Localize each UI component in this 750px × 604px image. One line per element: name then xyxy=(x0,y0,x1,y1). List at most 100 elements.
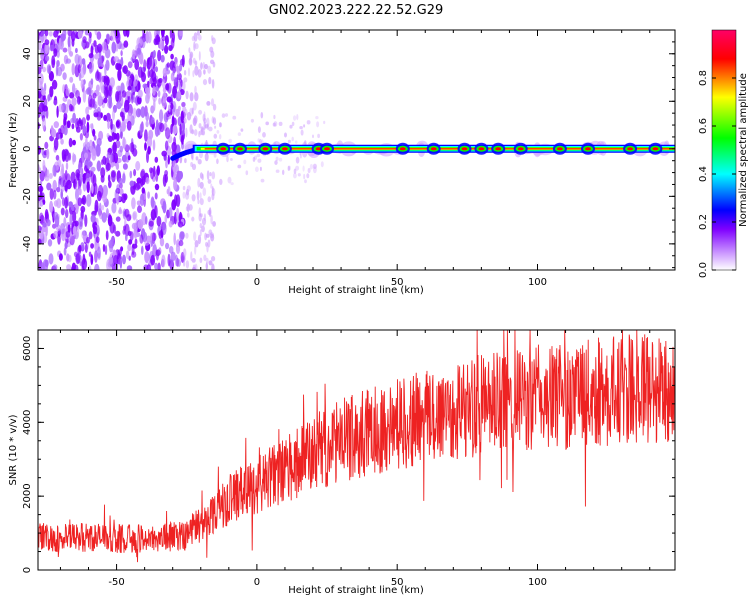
spectrogram-cell xyxy=(205,262,208,270)
spectrogram-cell xyxy=(317,133,320,139)
spectrogram-cell xyxy=(87,94,93,108)
spectrogram-cell xyxy=(148,129,154,140)
spectrogram-cell xyxy=(44,209,49,220)
spectrogram-cell xyxy=(199,223,202,229)
spectrogram-cell xyxy=(169,30,173,39)
spectrogram-cell xyxy=(124,99,130,113)
spectrogram-cell xyxy=(323,120,326,125)
spectrogram-cell xyxy=(143,59,147,72)
spectrogram-cell xyxy=(90,45,94,56)
spectrogram-cell xyxy=(166,62,170,68)
spectrogram-cell xyxy=(156,78,162,87)
spectrogram-cell xyxy=(185,90,189,100)
spectrogram-cell xyxy=(154,192,158,200)
spectrogram-cell xyxy=(136,177,142,184)
spectrogram-cell xyxy=(284,132,287,138)
spectrogram-cell xyxy=(50,125,54,132)
spectrogram-cell xyxy=(196,190,200,201)
spectrogram-cell xyxy=(85,172,91,182)
spectrogram-cell xyxy=(123,193,128,201)
spectrogram-cell xyxy=(150,209,157,221)
spectrogram-cell xyxy=(58,37,62,50)
spectrogram-cell xyxy=(154,183,160,191)
spectrogram-cell xyxy=(312,134,314,139)
spectrogram-cell xyxy=(88,231,93,240)
snr-x-tick-label: 100 xyxy=(528,577,547,588)
spectrogram-x-tick-label: 50 xyxy=(391,277,404,288)
spectrogram-cell xyxy=(152,86,156,96)
spectrogram-cell xyxy=(315,116,319,120)
spectrogram-cell xyxy=(173,76,178,83)
spectrogram-cell xyxy=(111,171,116,183)
spectrogram-cell xyxy=(262,132,266,138)
spectrogram-cell xyxy=(75,253,81,265)
spectrogram-cell xyxy=(197,158,202,165)
spectrogram-cell xyxy=(130,141,135,155)
spectrogram-cell xyxy=(194,263,198,270)
spectrogram-cell xyxy=(53,189,57,200)
spectrogram-cell xyxy=(165,159,168,169)
spectrogram-cell xyxy=(134,59,140,71)
spectrogram-cell xyxy=(161,78,166,89)
spectrogram-cell xyxy=(144,251,150,264)
spectrogram-cell xyxy=(243,159,247,165)
spectrogram-cell xyxy=(108,180,112,189)
spectrogram-cell xyxy=(122,30,128,37)
spectrogram-cell xyxy=(127,61,133,69)
spectrogram-cell xyxy=(47,94,51,102)
spectrogram-cell xyxy=(55,154,60,161)
spectrogram-cell xyxy=(113,152,118,164)
spectrogram-cell xyxy=(96,160,102,172)
spectrogram-cell xyxy=(75,169,81,178)
spectrogram-cell xyxy=(116,85,121,92)
spectrogram-cell xyxy=(97,205,102,218)
snr-y-label: SNR (10 * v/v) xyxy=(8,414,19,485)
colorbar-tick-label: 0.0 xyxy=(698,262,709,278)
spectrogram-cell xyxy=(320,161,324,168)
spectrogram-cell xyxy=(202,79,208,86)
spectrogram-cell xyxy=(175,65,180,73)
spectrogram-cell xyxy=(202,187,207,196)
spectrogram-cell xyxy=(206,101,211,106)
spectrogram-cell xyxy=(302,165,305,172)
spectrogram-cell xyxy=(118,177,123,185)
spectrogram-cell xyxy=(293,172,297,179)
spectrogram-cell xyxy=(40,48,45,57)
spectrogram-cell xyxy=(81,258,88,270)
spectrogram-cell xyxy=(194,92,199,102)
spectrogram-cell xyxy=(219,178,223,185)
spectrogram-cell xyxy=(53,200,59,207)
spectrogram-cell xyxy=(161,254,166,268)
spectrogram-cell xyxy=(126,214,132,222)
spectrogram-cell xyxy=(199,192,202,200)
spectrogram-cell xyxy=(299,126,303,130)
spectrogram-cell xyxy=(144,215,148,225)
signal-node-peak xyxy=(652,147,659,151)
spectrogram-cell xyxy=(46,64,52,74)
spectrogram-cell xyxy=(52,164,57,177)
spectrogram-cell xyxy=(312,163,317,169)
spectrogram-cell xyxy=(171,115,175,127)
spectrogram-cell xyxy=(39,181,43,186)
snr-y-tick-label: 4000 xyxy=(22,410,33,435)
colorbar-ticks: 0.0 0.2 0.4 0.6 0.8 xyxy=(698,70,736,278)
spectrogram-cell xyxy=(57,180,61,190)
spectrogram-cell xyxy=(184,158,187,164)
spectrogram-cell xyxy=(207,65,212,74)
spectrogram-cell xyxy=(161,35,167,41)
spectrogram-cell xyxy=(303,173,306,180)
spectrogram-cell xyxy=(49,200,54,213)
spectrogram-cell xyxy=(193,115,198,124)
spectrogram-cell xyxy=(74,53,80,65)
spectrogram-cell xyxy=(137,89,143,99)
spectrogram-cell xyxy=(174,194,178,207)
spectrogram-cell xyxy=(38,145,42,155)
spectrogram-cell xyxy=(179,58,185,66)
spectrogram-cell xyxy=(39,170,45,182)
spectrogram-cell xyxy=(51,59,55,66)
spectrogram-cell xyxy=(103,75,107,85)
spectrogram-cell xyxy=(97,71,102,83)
signal-node-peak xyxy=(495,147,502,151)
spectrogram-cell xyxy=(75,89,80,99)
spectrogram-cell xyxy=(136,200,141,206)
